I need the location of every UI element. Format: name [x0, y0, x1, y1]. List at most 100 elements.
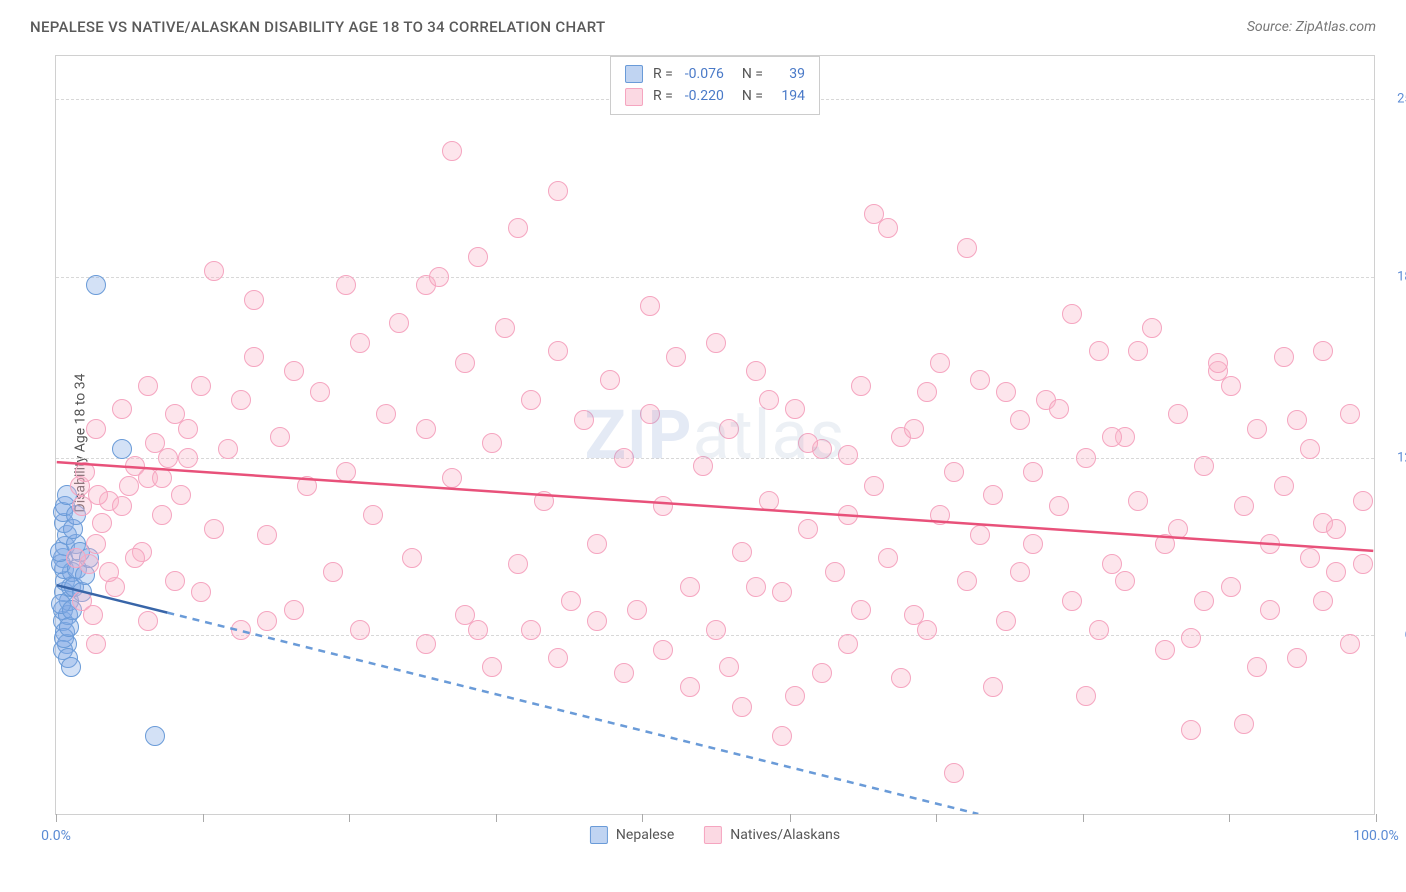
data-point [785, 686, 805, 706]
data-point [1194, 591, 1214, 611]
data-point [1168, 404, 1188, 424]
data-point [878, 548, 898, 568]
data-point [191, 376, 211, 396]
data-point [851, 600, 871, 620]
data-point [534, 491, 554, 511]
data-point [1010, 562, 1030, 582]
data-point [231, 620, 251, 640]
r-label: R = [653, 63, 673, 85]
data-point [1353, 554, 1373, 574]
x-tick-label-end: 100.0% [1353, 828, 1398, 844]
data-point [587, 611, 607, 631]
data-point [1062, 304, 1082, 324]
data-point [653, 496, 673, 516]
data-point [1313, 591, 1333, 611]
data-point [1102, 554, 1122, 574]
data-point [231, 390, 251, 410]
data-point [614, 663, 634, 683]
data-point [152, 468, 172, 488]
data-point [310, 382, 330, 402]
x-tick [1083, 814, 1084, 822]
data-point [112, 399, 132, 419]
data-point [284, 600, 304, 620]
data-point [1274, 476, 1294, 496]
data-point [244, 290, 264, 310]
x-tick [203, 814, 204, 822]
data-point [270, 427, 290, 447]
data-point [1260, 534, 1280, 554]
data-point [416, 634, 436, 654]
data-point [785, 399, 805, 419]
data-point [574, 410, 594, 430]
data-point [204, 261, 224, 281]
data-point [1181, 720, 1201, 740]
data-point [1115, 571, 1135, 591]
data-point [825, 562, 845, 582]
data-point [746, 361, 766, 381]
data-point [812, 663, 832, 683]
y-tick-label: 18.8% [1382, 269, 1406, 284]
chart-title: NEPALESE VS NATIVE/ALASKAN DISABILITY AG… [30, 18, 605, 36]
source-label: Source: ZipAtlas.com [1247, 19, 1376, 35]
data-point [112, 496, 132, 516]
data-point [66, 548, 86, 568]
data-point [772, 582, 792, 602]
data-point [112, 439, 132, 459]
legend-item-nepalese: Nepalese [590, 826, 674, 844]
data-point [838, 634, 858, 654]
data-point [798, 433, 818, 453]
data-point [416, 419, 436, 439]
data-point [429, 267, 449, 287]
x-tick [642, 814, 643, 822]
data-point [996, 611, 1016, 631]
plot-svg [56, 56, 1374, 814]
data-point [152, 505, 172, 525]
data-point [178, 448, 198, 468]
data-point [482, 433, 502, 453]
data-point [336, 275, 356, 295]
data-point [482, 657, 502, 677]
r-value-nepalese: -0.076 [685, 63, 724, 85]
data-point [640, 404, 660, 424]
data-point [996, 382, 1016, 402]
x-tick [1229, 814, 1230, 822]
data-point [653, 640, 673, 660]
data-point [218, 439, 238, 459]
correlation-legend: R = -0.076 N = 39 R = -0.220 N = 194 [610, 56, 820, 115]
data-point [402, 548, 422, 568]
data-point [983, 485, 1003, 505]
x-tick [936, 814, 937, 822]
swatch-blue [625, 65, 643, 83]
data-point [165, 571, 185, 591]
data-point [1247, 419, 1267, 439]
legend-item-natives: Natives/Alaskans [704, 826, 840, 844]
data-point [86, 634, 106, 654]
data-point [1234, 714, 1254, 734]
data-point [244, 347, 264, 367]
data-point [719, 419, 739, 439]
data-point [495, 318, 515, 338]
data-point [719, 657, 739, 677]
x-tick [1376, 814, 1377, 822]
data-point [798, 519, 818, 539]
grid-line [56, 277, 1374, 278]
data-point [1287, 648, 1307, 668]
data-point [1049, 399, 1069, 419]
data-point [1221, 577, 1241, 597]
data-point [1208, 353, 1228, 373]
data-point [1340, 634, 1360, 654]
data-point [693, 456, 713, 476]
legend-label: Natives/Alaskans [730, 827, 840, 843]
data-point [614, 448, 634, 468]
data-point [86, 419, 106, 439]
data-point [86, 534, 106, 554]
data-point [1247, 657, 1267, 677]
x-tick-label-start: 0.0% [41, 828, 71, 844]
swatch-pink [704, 826, 722, 844]
data-point [1326, 519, 1346, 539]
data-point [442, 468, 462, 488]
watermark-bold: ZIP [585, 395, 693, 475]
legend-row-natives: R = -0.220 N = 194 [625, 85, 805, 107]
data-point [732, 542, 752, 562]
data-point [1287, 410, 1307, 430]
